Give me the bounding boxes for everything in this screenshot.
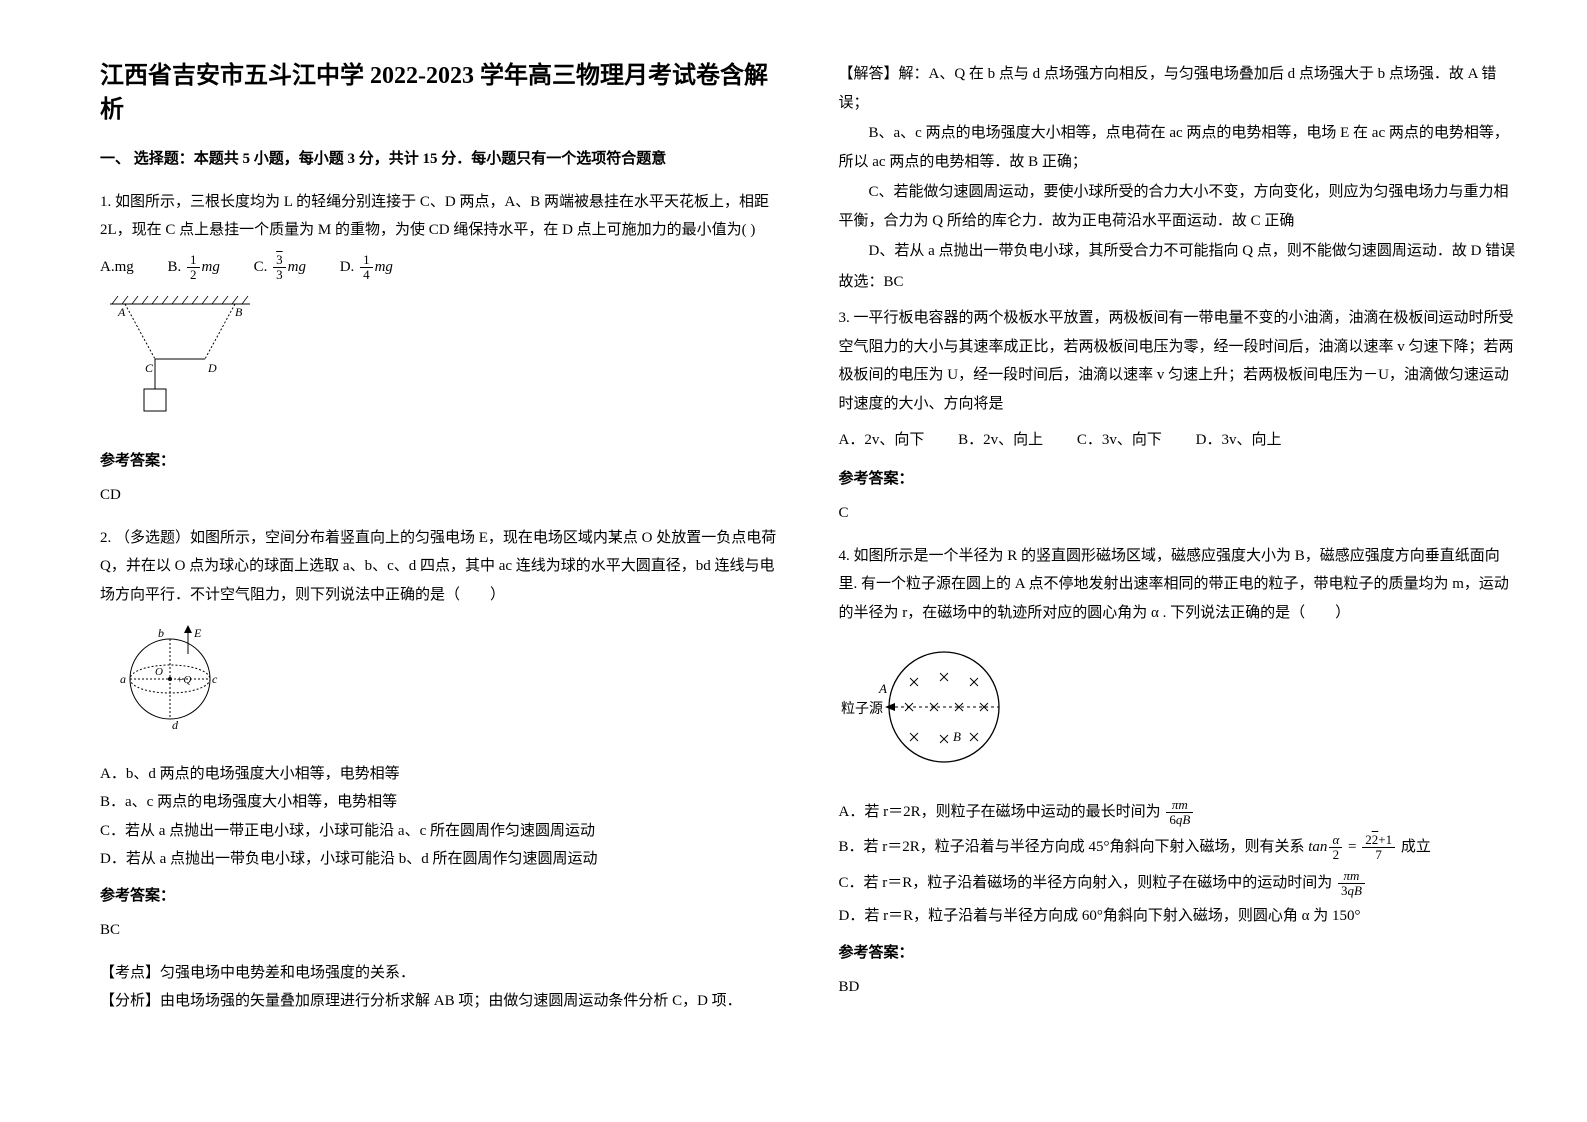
q4-stem: 4. 如图所示是一个半径为 R 的竖直圆形磁场区域，磁感应强度大小为 B，磁感应… bbox=[839, 542, 1518, 628]
q4-optC: C．若 r＝R，粒子沿着磁场的半径方向射入，则粒子在磁场中的运动时间为 πm3q… bbox=[839, 869, 1518, 899]
svg-text:粒子源: 粒子源 bbox=[841, 701, 883, 717]
q2-jieda-c: C、若能做匀速圆周运动，要使小球所受的合力大小不变，方向变化，则应为匀强电场力与… bbox=[839, 178, 1518, 235]
q1-answer: CD bbox=[100, 481, 779, 510]
q1-figure: A B C D bbox=[100, 294, 779, 435]
q4-optA: A．若 r＝2R，则粒子在磁场中运动的最长时间为 πm6qB bbox=[839, 798, 1518, 828]
q2-jieda-b: B、a、c 两点的电场强度大小相等，点电荷在 ac 两点的电势相等，电场 E 在… bbox=[839, 119, 1518, 176]
q1-optA: A.mg bbox=[100, 253, 134, 282]
svg-text:B: B bbox=[235, 305, 243, 319]
q2-optB: B．a、c 两点的电场强度大小相等，电势相等 bbox=[100, 788, 779, 817]
svg-text:D: D bbox=[207, 361, 217, 375]
q4-optD: D．若 r＝R，粒子沿着与半径方向成 60°角斜向下射入磁场，则圆心角 α 为 … bbox=[839, 902, 1518, 931]
q2-optD: D．若从 a 点抛出一带负电小球，小球可能沿 b、d 所在圆周作匀速圆周运动 bbox=[100, 845, 779, 874]
q2-kaodian: 【考点】匀强电场中电势差和电场强度的关系． bbox=[100, 959, 779, 988]
svg-text:a: a bbox=[120, 672, 126, 686]
svg-text:d: d bbox=[172, 718, 179, 732]
q1-stem: 1. 如图所示，三根长度均为 L 的轻绳分别连接于 C、D 两点，A、B 两端被… bbox=[100, 188, 779, 245]
q3-optA: A．2v、向下 bbox=[839, 426, 925, 455]
q2-stem: 2. （多选题）如图所示，空间分布着竖直向上的匀强电场 E，现在电场区域内某点 … bbox=[100, 524, 779, 610]
q3-optB: B．2v、向上 bbox=[958, 426, 1043, 455]
svg-text:B: B bbox=[953, 729, 961, 744]
q3-answer: C bbox=[839, 499, 1518, 528]
q4-figure: A B 粒子源 bbox=[839, 637, 1518, 788]
q1-options: A.mg B. 12mg C. 33mg D. 14mg bbox=[100, 253, 779, 283]
svg-text:A: A bbox=[117, 305, 126, 319]
q4-answer-head: 参考答案： bbox=[839, 939, 1518, 968]
q1-optD: D. 14mg bbox=[340, 253, 393, 283]
q2-optA: A．b、d 两点的电场强度大小相等，电势相等 bbox=[100, 760, 779, 789]
svg-text:c: c bbox=[212, 672, 218, 686]
q1-answer-head: 参考答案： bbox=[100, 447, 779, 476]
svg-text:O: O bbox=[155, 666, 163, 678]
q3-stem: 3. 一平行板电容器的两个极板水平放置，两极板间有一带电量不变的小油滴，油滴在极… bbox=[839, 304, 1518, 418]
q1-optC: C. 33mg bbox=[254, 253, 306, 283]
q1-optB: B. 12mg bbox=[168, 253, 220, 283]
q2-jieda-sel: 故选：BC bbox=[839, 268, 1518, 297]
svg-text:E: E bbox=[193, 626, 202, 640]
q2-jieda-d: D、若从 a 点抛出一带负电小球，其所受合力不可能指向 Q 点，则不能做匀速圆周… bbox=[839, 237, 1518, 266]
q3-optC: C．3v、向下 bbox=[1077, 426, 1162, 455]
svg-text:+Q: +Q bbox=[176, 674, 191, 686]
section-1-head: 一、 选择题：本题共 5 小题，每小题 3 分，共计 15 分．每小题只有一个选… bbox=[100, 145, 779, 174]
q3-optD: D．3v、向上 bbox=[1196, 426, 1282, 455]
q2-answer-head: 参考答案： bbox=[100, 882, 779, 911]
svg-text:b: b bbox=[158, 626, 164, 640]
page-title: 江西省吉安市五斗江中学 2022-2023 学年高三物理月考试卷含解析 bbox=[100, 60, 779, 127]
q2-fenxi: 【分析】由电场场强的矢量叠加原理进行分析求解 AB 项；由做匀速圆周运动条件分析… bbox=[100, 987, 779, 1016]
svg-text:C: C bbox=[145, 361, 154, 375]
q2-figure: E a c b d O +Q bbox=[100, 619, 779, 750]
svg-text:A: A bbox=[878, 681, 887, 696]
q2-optC: C．若从 a 点抛出一带正电小球，小球可能沿 a、c 所在圆周作匀速圆周运动 bbox=[100, 817, 779, 846]
q3-answer-head: 参考答案： bbox=[839, 465, 1518, 494]
q3-options: A．2v、向下 B．2v、向上 C．3v、向下 D．3v、向上 bbox=[839, 426, 1518, 455]
q4-optB: B．若 r＝2R，粒子沿着与半径方向成 45°角斜向下射入磁场，则有关系 tan… bbox=[839, 833, 1518, 863]
q2-jieda-a: 【解答】解：A、Q 在 b 点与 d 点场强方向相反，与匀强电场叠加后 d 点场… bbox=[839, 60, 1518, 117]
q4-answer: BD bbox=[839, 973, 1518, 1002]
q2-answer: BC bbox=[100, 916, 779, 945]
